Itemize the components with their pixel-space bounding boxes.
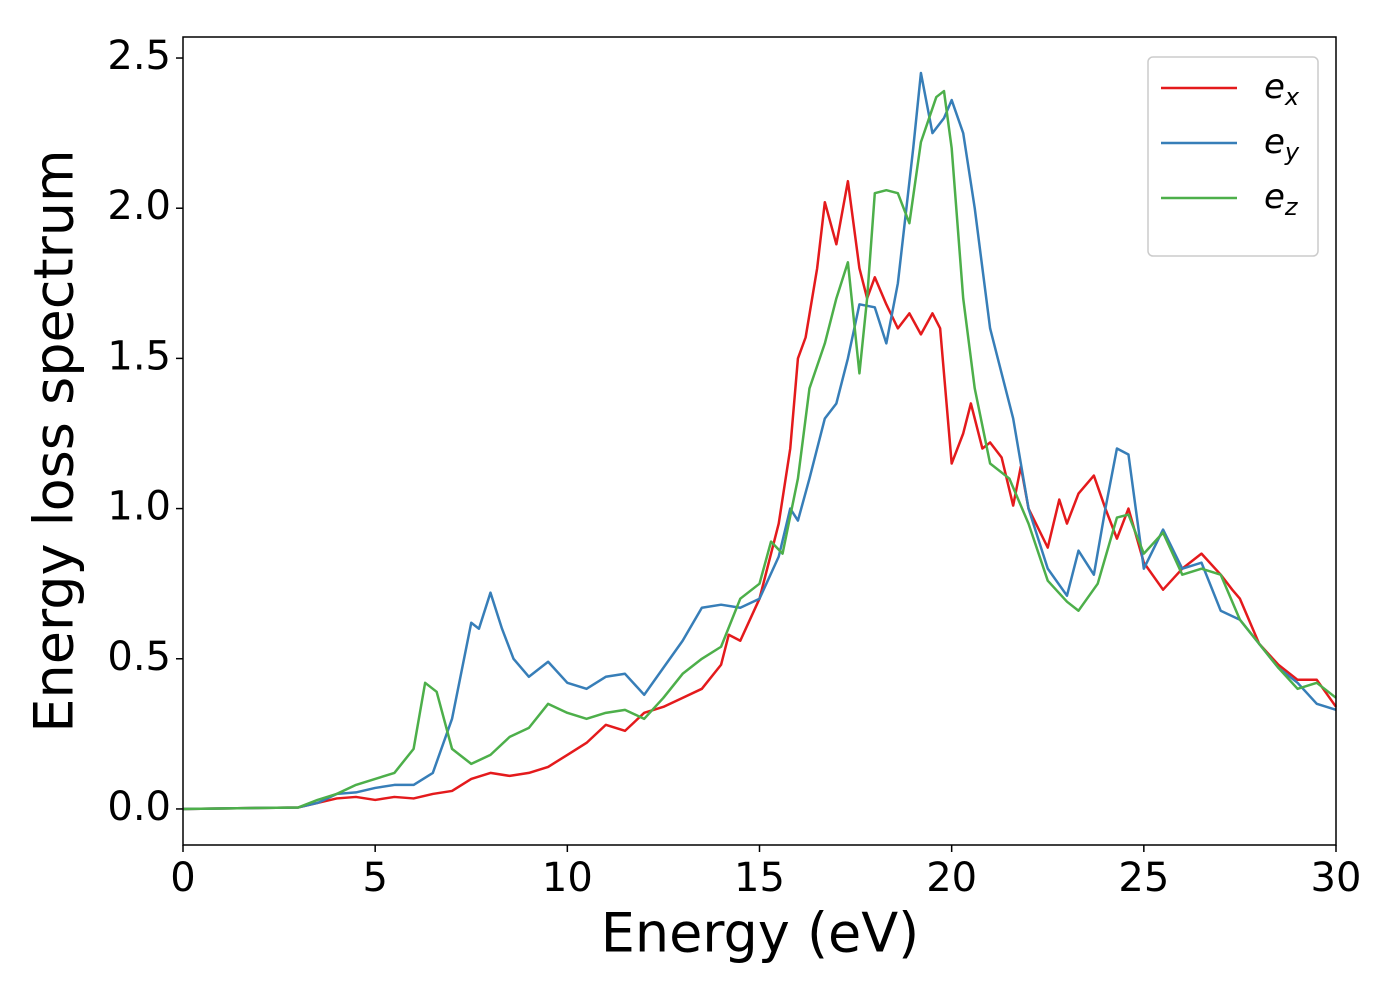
x-tick-label: 25 [1118, 855, 1169, 901]
series-line [182, 89, 1337, 811]
y-tick-label: 0.0 [107, 784, 171, 830]
x-axis-label: Energy (eV) [601, 902, 920, 965]
series-line [182, 179, 1338, 811]
y-tick-label: 0.5 [107, 634, 171, 680]
x-tick-label: 20 [926, 855, 977, 901]
legend-label: ez [1264, 177, 1299, 222]
y-tick-label: 1.5 [107, 333, 171, 379]
y-tick-label: 2.0 [107, 183, 171, 229]
y-tick-label: 2.5 [107, 33, 171, 79]
x-tick-label: 5 [362, 855, 387, 901]
legend-label: ex [1264, 67, 1300, 112]
y-axis-label: Energy loss spectrum [23, 149, 86, 732]
x-tick-label: 0 [170, 855, 195, 901]
series-line [182, 71, 1337, 811]
x-tick-label: 10 [542, 855, 593, 901]
x-tick-label: 15 [734, 855, 785, 901]
x-tick-label: 30 [1311, 855, 1362, 901]
legend-label: ey [1264, 122, 1300, 167]
plot-frame [182, 36, 1337, 846]
legend-box [1147, 56, 1319, 257]
y-tick-label: 1.0 [107, 484, 171, 530]
